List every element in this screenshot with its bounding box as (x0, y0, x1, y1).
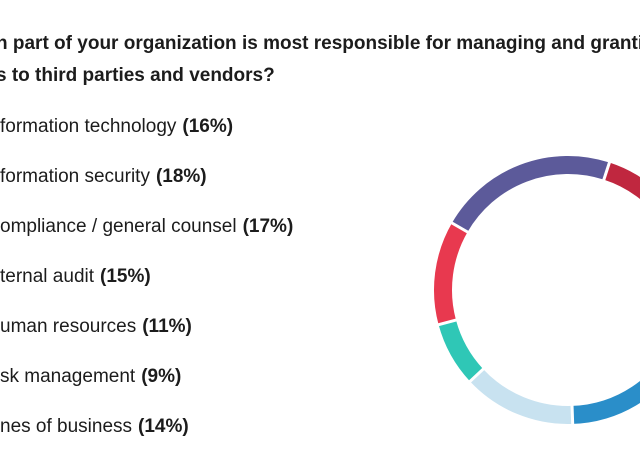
legend-item: nes of business (14%) (0, 412, 293, 462)
question-line-1: n part of your organization is most resp… (0, 33, 640, 54)
legend-label: ompliance / general counsel (0, 216, 237, 237)
question-line-2: s to third parties and vendors? (0, 65, 275, 86)
donut-segment (470, 368, 573, 424)
legend: formation technology (16%) formation secu… (0, 112, 293, 462)
legend-percent: (15%) (100, 266, 151, 287)
donut-segment (451, 156, 610, 233)
legend-percent: (14%) (138, 416, 189, 437)
donut-segment (434, 223, 468, 325)
segment-separator (570, 404, 575, 425)
legend-label: sk management (0, 366, 136, 387)
legend-label: uman resources (0, 316, 137, 337)
segment-separator (437, 318, 458, 327)
legend-item: ternal audit (15%) (0, 262, 293, 312)
legend-percent: (16%) (182, 116, 234, 137)
donut-segment (603, 162, 640, 200)
survey-question: n part of your organization is most resp… (0, 28, 640, 92)
donut-segment (571, 380, 640, 424)
legend-item: formation technology (16%) (0, 112, 293, 162)
legend-item: uman resources (11%) (0, 312, 293, 362)
legend-item: ompliance / general counsel (17%) (0, 212, 293, 262)
legend-percent: (18%) (155, 166, 207, 187)
segment-separator (450, 221, 470, 234)
donut-segment (438, 319, 484, 382)
legend-item: sk management (9%) (0, 362, 293, 412)
legend-percent: (17%) (242, 216, 294, 237)
legend-label: ternal audit (0, 266, 95, 287)
legend-percent: (11%) (142, 316, 192, 337)
legend-label: nes of business (0, 416, 133, 437)
legend-item: formation security (18%) (0, 162, 293, 212)
segment-separator (602, 161, 612, 182)
legend-label: formation security (0, 166, 150, 187)
legend-percent: (9%) (141, 366, 182, 387)
segment-separator (468, 367, 485, 384)
legend-label: formation technology (0, 116, 177, 137)
